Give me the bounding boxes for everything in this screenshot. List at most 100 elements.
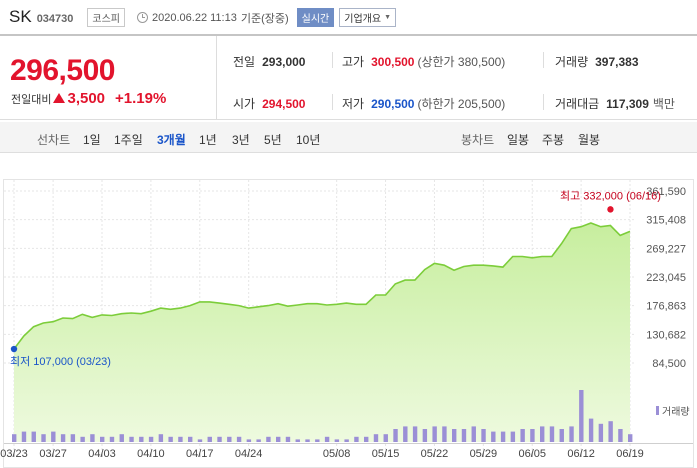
volume-bar (364, 436, 369, 442)
volume-bar (246, 439, 252, 442)
low-value: 290,500 (371, 97, 415, 111)
y-tick-label: 269,227 (646, 243, 686, 255)
open-value: 294,500 (262, 97, 306, 111)
volume-bar (598, 423, 604, 442)
x-tick-label: 03/23 (0, 448, 28, 460)
volume-bar (412, 426, 418, 442)
low-label: 저가 (342, 97, 365, 111)
volume-bar (452, 429, 457, 442)
volume-bar (510, 431, 516, 442)
stock-name: SK (9, 7, 32, 26)
x-tick-label: 04/10 (137, 448, 165, 460)
line-chart-label: 선차트 (37, 133, 71, 147)
y-tick-label: 130,682 (646, 329, 686, 341)
change-amount: 3,500 (67, 90, 106, 107)
up-triangle-icon (53, 93, 66, 103)
tab-daily[interactable]: 일봉 (507, 133, 530, 147)
price-line (13, 222, 631, 350)
volume-bar (432, 426, 437, 442)
volume-bar (393, 429, 398, 442)
volume-bar (344, 439, 349, 442)
quote-basis: 기준(장중) (240, 12, 289, 25)
volume-bar (227, 436, 232, 442)
volume-bar (256, 439, 261, 442)
tab-weekly[interactable]: 주봉 (542, 133, 565, 147)
volume-bar (334, 439, 340, 442)
candle-chart-label: 봉차트 (461, 133, 495, 147)
volume-legend-label: 거래량 (662, 406, 690, 418)
volume-bar (471, 426, 476, 442)
x-tick-label: 04/24 (235, 448, 263, 460)
y-tick-label: 223,045 (646, 272, 686, 284)
volume-bar (540, 426, 545, 442)
x-tick-label: 04/03 (88, 448, 116, 460)
x-tick-label: 05/15 (372, 448, 400, 460)
volume-legend-swatch (656, 406, 659, 415)
volume-bar (51, 431, 56, 442)
volume-bar (60, 434, 66, 442)
volume-bar (119, 434, 124, 442)
current-price: 296,500 (10, 54, 115, 87)
change-row: 전일대비 3,500 +1.19% (11, 90, 166, 107)
divider (543, 94, 544, 110)
volume-bar (588, 418, 594, 442)
stock-header: SK 034730 코스피 2020.06.22 11:13 기준(장중) 실시… (0, 0, 697, 34)
volume-bar (315, 439, 320, 442)
amount-label: 거래대금 (555, 97, 600, 111)
low-point (10, 345, 18, 353)
company-info-label: 기업개요 (344, 14, 382, 25)
volume-bar (276, 436, 281, 442)
price-chart[interactable]: 361,590 315,408 269,227 223,045 176,863 130,6… (0, 153, 697, 468)
x-tick-label: 03/27 (39, 448, 67, 460)
tab-1y[interactable]: 1년 (199, 133, 217, 147)
x-tick-label: 05/29 (470, 448, 498, 460)
volume-bar (158, 434, 164, 442)
low-stat: 저가 290,500 (하한가 205,500) (342, 95, 505, 112)
tab-1w[interactable]: 1주일 (114, 133, 143, 147)
high-stat: 고가 300,500 (상한가 380,500) (342, 53, 505, 70)
volume-bar (139, 436, 144, 442)
volume-bar (207, 436, 212, 442)
prev-close-stat: 전일 293,000 (233, 53, 305, 70)
volume-bar (618, 429, 623, 442)
y-tick-label: 315,408 (646, 215, 686, 227)
volume-bar (520, 429, 525, 442)
price-area (14, 223, 630, 442)
volume-bar (549, 426, 555, 442)
change-label: 전일대비 (11, 94, 52, 106)
high-label: 고가 (342, 55, 365, 69)
y-tick-label: 361,590 (646, 186, 686, 198)
tab-3m[interactable]: 3개월 (157, 133, 186, 147)
quote-panel: 296,500 전일대비 3,500 +1.19% 전일 293,000 고가 30… (0, 34, 697, 120)
tab-3y[interactable]: 3년 (232, 133, 250, 147)
change-rate: +1.19% (115, 90, 167, 107)
volume-bar (80, 436, 85, 442)
tab-10y[interactable]: 10년 (296, 133, 321, 147)
tab-5y[interactable]: 5년 (264, 133, 282, 147)
price-chart-svg: 361,590 315,408 269,227 223,045 176,863 130,6… (0, 179, 694, 468)
volume-bar (178, 436, 183, 442)
open-stat: 시가 294,500 (233, 95, 305, 112)
divider (332, 52, 333, 68)
x-tick-label: 05/22 (421, 448, 449, 460)
y-tick-label: 176,863 (646, 301, 686, 313)
volume-bar (217, 436, 222, 442)
amount-stat: 거래대금 117,309 백만 (555, 95, 675, 112)
high-value: 300,500 (371, 55, 415, 69)
volume-bar (100, 436, 105, 442)
volume-bar (324, 436, 330, 442)
volume-bar (373, 434, 379, 442)
volume-bar (442, 426, 447, 442)
quote-datetime: 2020.06.22 11:13 (152, 11, 237, 24)
volume-bar (70, 434, 76, 442)
realtime-button[interactable]: 실시간 (296, 8, 335, 27)
company-info-button[interactable]: 기업개요 ▼ (339, 8, 397, 27)
y-tick-label: 84,500 (652, 358, 686, 370)
chart-tabs: 선차트 1일 1주일 3개월 1년 3년 5년 10년 봉차트 일봉 주봉 월봉 (0, 122, 697, 153)
x-tick-label: 04/17 (186, 448, 214, 460)
tab-monthly[interactable]: 월봉 (578, 133, 601, 147)
high-point (607, 206, 614, 213)
high-label: 최고 332,000 (06/16) (560, 189, 661, 202)
tab-1d[interactable]: 1일 (83, 133, 101, 147)
volume-bar (608, 421, 613, 442)
